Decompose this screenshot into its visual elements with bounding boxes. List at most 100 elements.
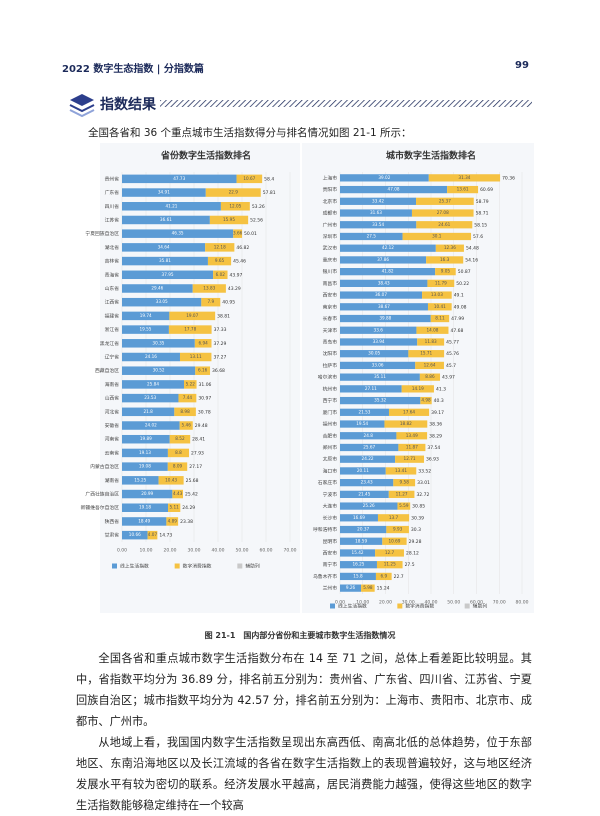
bar-segment — [411, 209, 474, 217]
x-tick-label: 30.00 — [402, 600, 415, 606]
value-label: 4.07 — [148, 532, 158, 537]
category-label: 南宁市 — [323, 561, 338, 568]
value-label: 25.26 — [363, 503, 375, 508]
value-label: 39.02 — [378, 175, 390, 180]
legend-label: 数字消费指数 — [183, 563, 212, 570]
total-label: 14.73 — [159, 533, 172, 539]
total-label: 27.5 — [405, 562, 415, 568]
bar-segment — [416, 326, 449, 334]
total-label: 25.42 — [185, 492, 198, 498]
value-label: 31.34 — [458, 175, 470, 180]
value-label: 47.08 — [388, 187, 400, 192]
value-label: 12.18 — [214, 244, 226, 249]
bar-segment — [169, 434, 191, 444]
value-label: 38.67 — [378, 304, 390, 309]
bar-segment — [340, 490, 389, 498]
bar-segment — [340, 291, 423, 299]
bar-segment — [207, 256, 232, 266]
value-label: 27.5 — [367, 233, 377, 238]
bar-segment — [178, 393, 197, 403]
value-label: 39.88 — [379, 316, 391, 321]
value-label: 9.65 — [215, 258, 225, 263]
bar-segment — [402, 232, 472, 241]
total-label: 30.97 — [198, 396, 211, 402]
bar-segment — [340, 244, 436, 252]
bar-segment — [122, 530, 148, 540]
bar-segment — [122, 407, 175, 417]
bar-segment — [340, 561, 377, 569]
bar-segment — [340, 584, 362, 592]
category-label: 黑龙江省 — [100, 340, 119, 347]
bar-segment — [398, 443, 426, 452]
value-label: 35.32 — [374, 398, 386, 403]
bar-segment — [396, 432, 428, 440]
value-label: 35.81 — [159, 258, 171, 263]
bar-segment — [340, 256, 427, 264]
value-label: 10.69 — [388, 538, 400, 543]
total-label: 45.76 — [446, 351, 459, 357]
value-label: 11.79 — [435, 280, 447, 285]
header-title: 2022 数字生态指数 | 分指数篇 — [62, 64, 204, 75]
value-label: 41.21 — [165, 203, 177, 208]
bar-segment — [401, 385, 434, 393]
total-label: 40.3 — [434, 398, 444, 404]
x-tick-label: 70.00 — [284, 548, 297, 554]
bar-segment — [340, 350, 409, 358]
bar-segment — [167, 462, 188, 471]
value-label: 33.42 — [372, 198, 384, 203]
value-label: 22.9 — [229, 190, 239, 195]
value-label: 8.09 — [173, 464, 183, 469]
x-tick-label: 50.00 — [236, 548, 249, 554]
x-tick-label: 20.00 — [379, 600, 392, 606]
chart-title: 省份数字生活指数排名 — [160, 150, 251, 162]
value-label: 6.94 — [199, 340, 209, 345]
value-label: 15.25 — [134, 477, 146, 482]
value-label: 33.05 — [156, 299, 168, 304]
bar-segment — [393, 479, 416, 487]
category-label: 浙江省 — [105, 326, 120, 333]
bar-segment — [361, 584, 375, 592]
bar-segment — [340, 279, 428, 287]
category-label: 山东省 — [105, 285, 120, 292]
value-label: 20.99 — [141, 491, 153, 496]
bar-segment — [375, 549, 404, 557]
total-label: 27.93 — [191, 450, 204, 456]
value-label: 31.63 — [370, 210, 382, 215]
bar-segment — [340, 432, 397, 440]
bar-segment — [213, 270, 228, 280]
bar-segment — [340, 502, 398, 510]
bar-segment — [340, 232, 403, 241]
bar-segment — [122, 325, 169, 334]
total-label: 50.22 — [456, 281, 469, 287]
chart-title: 城市数字生活指数排名 — [386, 150, 476, 162]
value-label: 14.19 — [412, 386, 424, 391]
total-label: 38.81 — [217, 313, 230, 319]
x-tick-label: 0.00 — [335, 600, 345, 606]
value-label: 34.91 — [158, 190, 170, 195]
total-label: 33.52 — [418, 468, 431, 474]
value-label: 19.07 — [186, 313, 198, 318]
bar-segment — [340, 549, 376, 557]
bar-segment — [340, 361, 416, 370]
bar-segment — [408, 350, 445, 358]
bar-segment — [158, 476, 184, 485]
bar-segment — [184, 380, 197, 389]
category-label: 广州市 — [323, 221, 338, 228]
total-label: 39.17 — [431, 410, 444, 416]
value-label: 5.59 — [399, 503, 409, 508]
total-label: 46.82 — [236, 245, 249, 251]
value-label: 25.84 — [147, 381, 159, 386]
value-label: 34.64 — [158, 244, 170, 249]
total-label: 43.97 — [442, 375, 455, 381]
category-label: 江西省 — [105, 299, 120, 306]
category-label: 郑州市 — [323, 444, 338, 451]
bar-segment — [179, 352, 212, 362]
bar-segment — [233, 229, 243, 238]
bar-segment — [122, 448, 168, 458]
total-label: 37.33 — [214, 327, 227, 333]
bar-segment — [122, 434, 170, 444]
value-label: 20.11 — [357, 468, 369, 473]
value-label: 35.11 — [374, 374, 386, 379]
bar-segment — [168, 503, 181, 512]
